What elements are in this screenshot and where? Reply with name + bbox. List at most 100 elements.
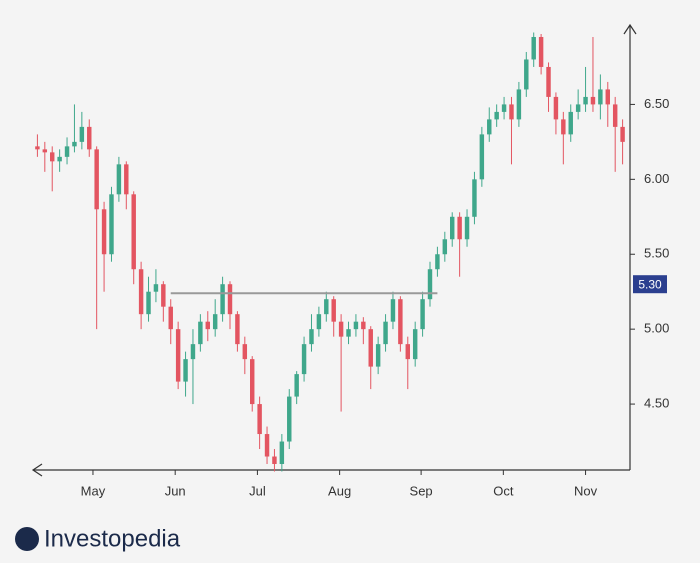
candle-body: [568, 111, 573, 135]
candle-body: [301, 344, 307, 375]
candle-body: [257, 404, 262, 435]
candle-body: [612, 104, 618, 127]
candle-body: [146, 291, 151, 315]
candle-body: [50, 152, 55, 162]
y-tick-label: 6.50: [644, 96, 669, 111]
candle-body: [375, 344, 381, 367]
candle-body: [412, 329, 418, 360]
candle-body: [272, 456, 277, 465]
candle-body: [353, 321, 359, 330]
candle-body: [168, 306, 173, 330]
candle-body: [442, 239, 448, 255]
candle-body: [205, 321, 210, 330]
candle-body: [383, 321, 388, 345]
x-tick-label: Jul: [249, 483, 266, 498]
candle-body: [190, 344, 196, 360]
candle-body: [605, 89, 610, 105]
candle-body: [138, 269, 144, 315]
y-tick-label: 6.00: [644, 171, 669, 186]
candle-body: [398, 299, 403, 345]
candle-body: [79, 126, 85, 142]
candle-body: [64, 146, 70, 157]
candle-body: [116, 164, 122, 195]
candle-body: [94, 149, 99, 210]
candle-body: [538, 36, 544, 67]
candle-body: [457, 216, 462, 240]
candle-body: [124, 164, 129, 195]
candle-body: [479, 134, 485, 180]
candle-body: [553, 96, 559, 120]
candle-body: [516, 89, 522, 120]
candle-body: [131, 194, 136, 270]
candle-body: [235, 314, 240, 345]
candle-body: [175, 329, 181, 382]
candle-body: [309, 329, 314, 345]
candle-body: [583, 96, 588, 105]
candle-body: [450, 216, 455, 240]
candle-body: [346, 329, 351, 337]
candle-body: [324, 299, 329, 315]
candle-body: [368, 329, 373, 367]
candle-body: [250, 359, 255, 405]
candle-body: [35, 146, 40, 150]
brand: Investopedia: [44, 525, 181, 552]
candle-body: [161, 284, 166, 307]
x-tick-label: Jun: [165, 483, 186, 498]
candle-body: [420, 299, 425, 330]
candle-body: [57, 156, 62, 162]
candle-body: [405, 344, 410, 360]
candle-body: [101, 209, 107, 255]
candle-body: [331, 299, 336, 322]
candle-body: [198, 321, 203, 345]
logo-icon: [15, 527, 39, 551]
y-axis-arrow: [623, 23, 637, 35]
candle-body: [294, 374, 299, 397]
candle-body: [287, 396, 292, 442]
candle-body: [620, 126, 625, 142]
candle-body: [590, 96, 596, 105]
candle-body: [183, 359, 188, 382]
candle-body: [212, 314, 218, 330]
candle-body: [487, 119, 492, 135]
candle-body: [531, 36, 536, 60]
candle-body: [561, 119, 566, 135]
x-tick-label: Aug: [328, 483, 351, 498]
logo: Investopedia: [15, 525, 181, 552]
candle-body: [427, 269, 433, 300]
x-axis-arrow: [31, 463, 43, 477]
candle-body: [72, 141, 77, 147]
candle-body: [242, 344, 248, 360]
candle-body: [42, 149, 48, 153]
candle-body: [227, 284, 233, 315]
price-marker: [633, 275, 667, 294]
candle-body: [494, 111, 499, 120]
candle-body: [575, 104, 581, 112]
candle-body: [472, 179, 477, 217]
y-tick-label: 5.00: [644, 321, 669, 336]
x-tick-label: May: [81, 483, 106, 498]
candle-body: [598, 89, 603, 105]
candle-body: [338, 321, 344, 337]
x-tick-label: Oct: [493, 483, 514, 498]
candle-body: [220, 284, 225, 315]
candle-body: [87, 126, 92, 150]
candle-body: [361, 321, 366, 330]
candle-body: [501, 104, 507, 112]
candle-body: [546, 66, 551, 97]
y-tick-label: 5.50: [644, 246, 669, 261]
candle-body: [390, 299, 396, 322]
candle-body: [316, 314, 322, 330]
x-tick-label: Nov: [574, 483, 598, 498]
candle-body: [153, 284, 159, 292]
x-tick-label: Sep: [410, 483, 433, 498]
candle-body: [464, 216, 470, 240]
candle-body: [109, 194, 114, 255]
candle-body: [264, 434, 270, 457]
candle-body: [279, 441, 285, 465]
candle-body: [524, 59, 529, 90]
price-marker-label: 5.30: [638, 277, 662, 291]
y-tick-label: 4.50: [644, 396, 669, 411]
candle-body: [509, 104, 514, 120]
